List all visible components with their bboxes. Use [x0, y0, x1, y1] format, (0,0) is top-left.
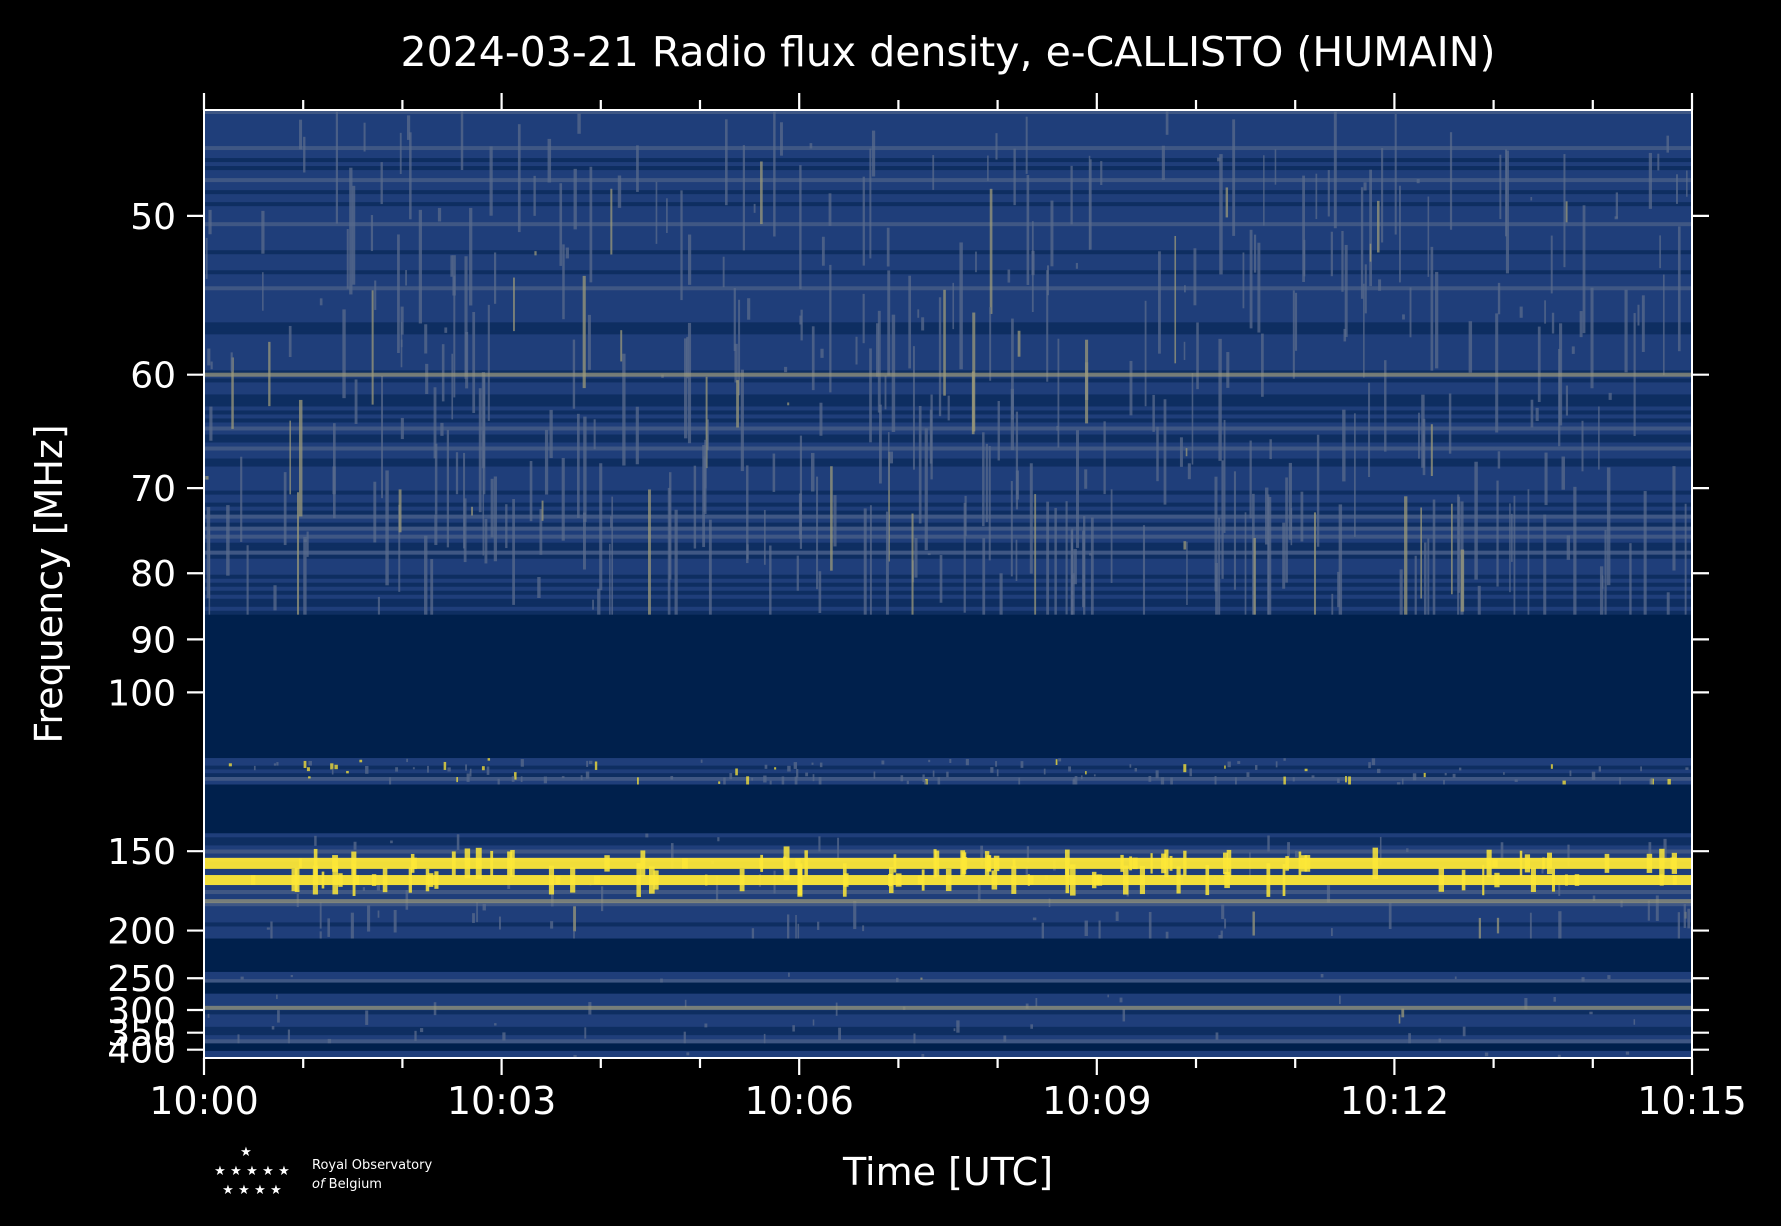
chart-title: 2024-03-21 Radio flux density, e-CALLIST…	[401, 28, 1496, 76]
svg-text:★: ★	[238, 1183, 250, 1198]
band-blank	[204, 982, 1692, 994]
x-tick-label: 10:09	[1042, 1079, 1152, 1123]
x-tick-label: 10:12	[1340, 1079, 1450, 1123]
royal-observatory-logo: ★ ★ ★ ★ ★ ★ ★ ★ ★ ★ Royal Observatory of…	[214, 1145, 432, 1198]
y-tick-label: 70	[130, 469, 176, 510]
x-tick-label: 10:06	[744, 1079, 854, 1123]
svg-text:★: ★	[240, 1145, 252, 1160]
band-noise	[204, 110, 1692, 615]
band-noise	[204, 1050, 1692, 1058]
y-tick-label: 250	[107, 959, 176, 1000]
x-tick-label: 10:03	[447, 1079, 557, 1123]
band-active	[204, 758, 1692, 785]
logo-belgium: Belgium	[329, 1177, 382, 1192]
svg-text:★: ★	[278, 1164, 290, 1179]
band-blank	[204, 938, 1692, 972]
y-tick-label: 150	[107, 832, 176, 873]
svg-text:★: ★	[254, 1183, 266, 1198]
band-noise	[204, 993, 1692, 1044]
x-tick-label: 10:15	[1637, 1079, 1747, 1123]
y-tick-label: 90	[130, 620, 176, 661]
emission-line	[204, 1005, 1692, 1010]
logo-of: of	[312, 1177, 327, 1192]
y-axis-label: Frequency [MHz]	[27, 424, 71, 743]
logo-line-1: Royal Observatory	[312, 1158, 432, 1173]
logo-line-2: of Belgium	[312, 1177, 382, 1192]
y-tick-label: 50	[130, 197, 176, 238]
y-tick-label: 100	[107, 673, 176, 714]
y-tick-label: 400	[107, 1031, 176, 1072]
y-tick-label: 80	[130, 554, 176, 595]
band-blank	[204, 1043, 1692, 1051]
svg-text:★: ★	[270, 1183, 282, 1198]
y-tick-label: 300	[107, 991, 176, 1032]
band-blank	[204, 614, 1692, 759]
x-axis-label: Time [UTC]	[842, 1150, 1053, 1194]
y-tick-label: 200	[107, 912, 176, 953]
svg-text:★: ★	[230, 1164, 242, 1179]
emission-line	[204, 899, 1692, 904]
svg-text:★: ★	[262, 1164, 274, 1179]
svg-text:★: ★	[222, 1183, 234, 1198]
svg-text:★: ★	[214, 1164, 226, 1179]
emission-line	[204, 372, 1692, 377]
band-noise	[204, 971, 1692, 983]
plot-frame	[203, 109, 1693, 1059]
emission-line	[204, 846, 1692, 881]
band-blank	[204, 784, 1692, 834]
emission-line	[204, 863, 1692, 898]
x-tick-label: 10:00	[149, 1079, 259, 1123]
stars-icon: ★ ★ ★ ★ ★ ★ ★ ★ ★ ★	[214, 1145, 290, 1198]
svg-text:★: ★	[246, 1164, 258, 1179]
spectrogram-heatmap	[204, 110, 1692, 1058]
y-tick-label: 350	[107, 1014, 176, 1055]
y-tick-label: 60	[130, 356, 176, 397]
x-axis: 10:00 10:03 10:06 10:09 10:12 10:15	[149, 93, 1747, 1123]
